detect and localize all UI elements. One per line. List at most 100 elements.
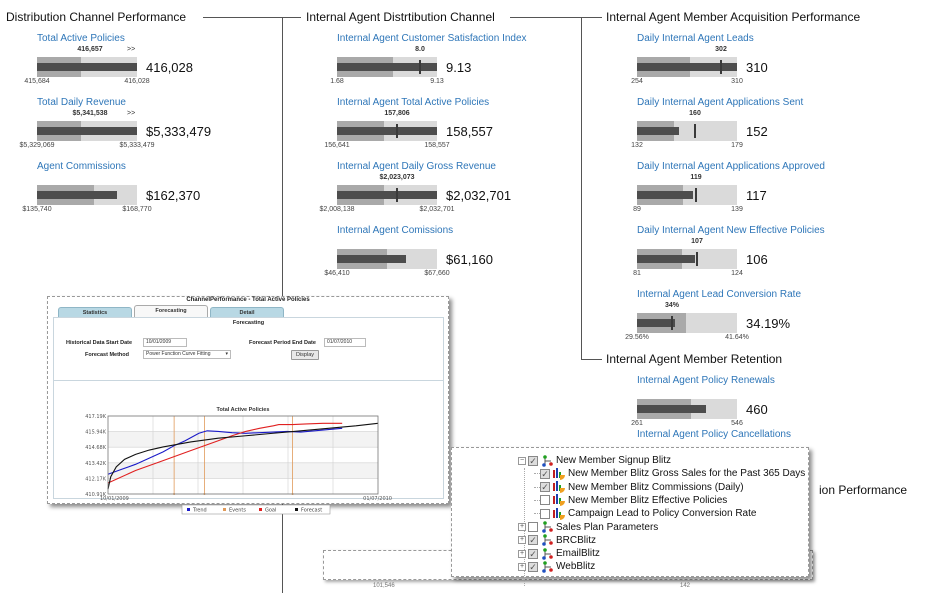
tab-forecasting[interactable]: Forecasting [134,305,208,317]
target-label: 119 [690,174,702,181]
bullet-bar [37,57,137,77]
metric-agent-commissions[interactable]: Agent Commissions $162,370 $135,740 $168,77… [22,161,277,221]
hierarchy-icon [541,521,553,533]
metric-lead-conversion-rate[interactable]: Internal Agent Lead Conversion Rate 34% 34… [625,289,877,349]
target-label: 160 [689,110,701,117]
bullet-bar [37,121,137,141]
tab-statistics[interactable]: Statistics [58,307,132,317]
more-link[interactable]: >> [127,110,136,117]
metric-value: 152 [746,124,768,139]
range-min-label: $5,329,069 [19,142,55,149]
tree-checkbox[interactable]: ✓ [528,455,538,466]
display-button[interactable]: Display [291,350,319,360]
metric-title[interactable]: Internal Agent Daily Gross Revenue [337,161,496,172]
range-min-label: 132 [631,142,643,149]
range-min-label: 156,641 [324,142,350,149]
tree-checkbox[interactable]: ✓ [528,561,538,572]
tree-item[interactable]: New Member Blitz Effective Policies [534,494,727,507]
tree-item[interactable]: + Sales Plan Parameters [518,521,658,534]
expand-icon[interactable]: + [518,549,526,558]
tree-checkbox[interactable]: ✓ [528,548,538,559]
start-date-input[interactable]: 10/01/2009 [143,338,187,347]
tree-item[interactable]: ✓ New Member Blitz Gross Sales for the Pa… [534,467,805,480]
tree-checkbox[interactable] [540,508,550,519]
metric-title[interactable]: Internal Agent Total Active Policies [337,97,490,108]
expand-icon[interactable]: + [518,523,526,531]
metric-title[interactable]: Internal Agent Policy Cancellations [637,429,791,440]
metric-title[interactable]: Daily Internal Agent Applications Sent [637,97,804,108]
tree-item[interactable]: + ✓ EmailBlitz [518,547,600,560]
more-link[interactable]: >> [127,46,136,53]
expand-icon[interactable]: + [518,536,526,545]
target-label: 8.0 [415,46,425,53]
y-tick-label: 410.91K [85,492,106,498]
legend-label: Goal [265,507,276,513]
metric-total-active-policies[interactable]: Total Active Policies 416,657 >> 416,028 415… [24,33,277,93]
legend-swatch [223,508,226,511]
collapse-icon[interactable]: − [518,456,526,465]
metric-ia-daily-gross-revenue[interactable]: Internal Agent Daily Gross Revenue $2,023… [319,161,577,221]
tab-detail[interactable]: Detail [210,307,284,317]
end-date-input[interactable]: 01/07/2010 [324,338,366,347]
tree-item[interactable]: Campaign Lead to Policy Conversion Rate [534,507,756,520]
bullet-bar [637,249,737,269]
tree-checkbox[interactable]: ✓ [528,535,538,546]
metric-title[interactable]: Total Active Policies [37,33,125,44]
legend-label: Forecast [301,507,322,513]
tree-branch-line [534,486,540,488]
metric-title[interactable]: Daily Internal Agent New Effective Polic… [637,225,825,236]
chart-icon [553,481,565,494]
bullet-actual [637,191,693,199]
range-max-label: $67,660 [424,270,450,277]
tree-branch-line [534,513,540,515]
metric-value: 9.13 [446,60,472,75]
metric-ia-total-active-policies[interactable]: Internal Agent Total Active Policies 157,… [324,97,577,157]
tree-item[interactable]: + ✓ BRCBlitz [518,534,596,547]
expand-icon[interactable]: + [518,562,526,571]
tree-checkbox[interactable] [528,522,538,532]
select-value: Power Function Curve Fitting [146,351,211,357]
metric-applications-sent[interactable]: Daily Internal Agent Applications Sent 16… [631,97,877,157]
bullet-target-marker [419,60,421,74]
metric-title[interactable]: Internal Agent Customer Satisfaction Ind… [337,33,527,44]
metric-applications-approved[interactable]: Daily Internal Agent Applications Approv… [633,161,877,221]
connector-line [581,359,602,360]
metric-new-effective-policies[interactable]: Daily Internal Agent New Effective Polic… [633,225,877,285]
tree-item[interactable]: − ✓ New Member Signup Blitz [518,454,671,467]
bullet-target-marker [696,252,698,266]
metric-title[interactable]: Internal Agent Comissions [337,225,454,236]
forecast-method-select[interactable]: Power Function Curve Fitting ▾ [143,350,231,359]
metric-title[interactable]: Internal Agent Policy Renewals [637,375,775,386]
metric-value: $162,370 [146,188,201,203]
metric-policy-cancellations[interactable]: Internal Agent Policy Cancellations [637,429,877,443]
metric-policy-renewals[interactable]: Internal Agent Policy Renewals 460 261 546 [631,375,877,435]
metric-title[interactable]: Daily Internal Agent Applications Approv… [637,161,825,172]
metric-title[interactable]: Internal Agent Lead Conversion Rate [637,289,801,300]
connector-line [581,17,582,360]
metric-daily-leads[interactable]: Daily Internal Agent Leads 302 310 254 310 [631,33,877,93]
legend-swatch [187,508,190,511]
tree-item-label: Campaign Lead to Policy Conversion Rate [568,508,757,520]
tree-item[interactable]: ✓ New Member Blitz Commissions (Daily) [534,481,744,494]
metric-total-daily-revenue[interactable]: Total Daily Revenue $5,341,538 >> $5,333,47… [19,97,277,157]
metric-title[interactable]: Agent Commissions [37,161,126,172]
panel-divider [54,380,443,381]
metric-title[interactable]: Daily Internal Agent Leads [637,33,754,44]
range-max-label: 124 [731,270,743,277]
legend-label: Trend [192,507,207,513]
metric-value: $2,032,701 [446,188,512,203]
range-min-label: 81 [633,270,641,277]
tree-checkbox[interactable]: ✓ [540,482,550,493]
tree-checkbox[interactable] [540,495,550,506]
tree-checkbox[interactable]: ✓ [540,468,550,479]
range-min-label: 1.68 [330,78,344,85]
metric-ia-satisfaction-index[interactable]: Internal Agent Customer Satisfaction Ind… [330,33,577,93]
series-line-goal [107,422,343,484]
bullet-actual [637,63,737,71]
range-min-label: 254 [631,78,643,85]
metric-ia-commissions[interactable]: Internal Agent Comissions $61,160 $46,410 $… [324,225,577,285]
section-title-partial: ion Performance [819,483,908,497]
bullet-actual [637,405,706,413]
tree-item[interactable]: + ✓ WebBlitz [518,560,595,573]
metric-title[interactable]: Total Daily Revenue [37,97,126,108]
